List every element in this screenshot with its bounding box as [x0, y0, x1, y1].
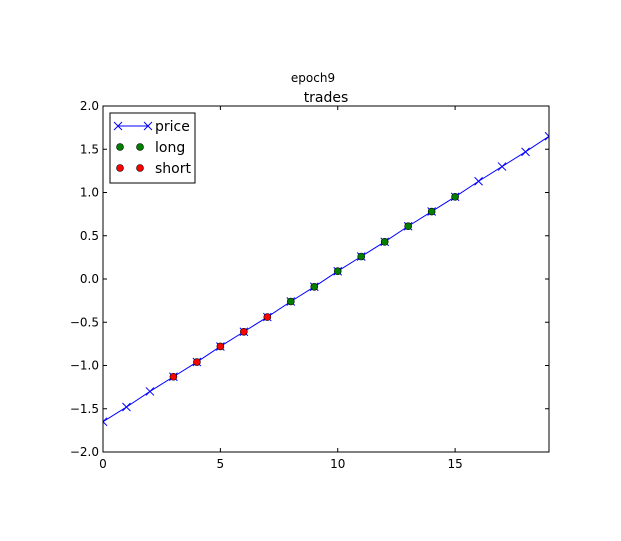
axes-layer: 0 5 10 15 2.0 1.5 1.0 0.5 0.0 −0.5 −1.0 −1.5 −2.0 [70, 99, 549, 471]
data-point-short [240, 327, 248, 336]
data-point-long [404, 222, 412, 231]
data-point-price [497, 162, 507, 171]
data-point-price [122, 402, 131, 412]
chart-title: trades [304, 90, 349, 106]
data-point-long [451, 193, 459, 201]
data-point-price-stroke [474, 176, 483, 186]
legend-marker-long [116, 143, 124, 151]
data-point-long [310, 282, 319, 291]
legend: price long short [109, 112, 196, 184]
data-point-long [357, 252, 366, 261]
y-tick-label: 0.5 [80, 229, 99, 243]
x-tick-label: 10 [330, 457, 345, 471]
y-tick-label: −2.0 [70, 445, 99, 459]
figure-suptitle: epoch9 [291, 71, 335, 85]
y-tick-label: −1.0 [70, 359, 99, 373]
legend-marker-short [136, 164, 144, 172]
data-point-price-stroke [103, 417, 108, 423]
x-tick-label: 15 [447, 457, 462, 471]
data-point-price [103, 417, 108, 427]
legend-marker-price-stroke [113, 121, 123, 131]
data-point-long [286, 297, 295, 306]
data-point-price [145, 387, 155, 396]
data-point-long [333, 267, 342, 276]
data-point-short [216, 342, 225, 351]
series-layer [103, 131, 549, 427]
legend-label-short: short [155, 161, 191, 177]
data-point-long [427, 207, 436, 216]
y-tick-label: 1.5 [80, 142, 99, 156]
legend-marker-long [136, 143, 144, 151]
data-point-price-stroke [122, 402, 131, 412]
data-point-short [263, 313, 272, 321]
legend-marker-price [113, 121, 123, 131]
data-point-price-stroke [544, 135, 549, 141]
series-line-price [103, 135, 549, 423]
data-point-price [544, 131, 549, 141]
legend-box [109, 112, 196, 184]
legend-marker-short [116, 164, 124, 172]
y-tick-label: 0.0 [80, 272, 99, 286]
data-point-price-stroke [544, 131, 549, 137]
legend-marker-price-stroke [143, 121, 153, 131]
legend-label-long: long [155, 140, 185, 156]
x-tick-label: 5 [217, 457, 225, 471]
data-point-long [380, 238, 389, 246]
data-point-price-stroke [521, 147, 530, 157]
data-point-price [521, 147, 530, 157]
x-tick-label: 0 [99, 457, 107, 471]
data-point-price-stroke [103, 421, 108, 427]
data-point-short [193, 358, 201, 366]
y-tick-label: −0.5 [70, 315, 99, 329]
data-point-short [169, 372, 178, 381]
data-point-price [474, 176, 483, 186]
y-tick-label: 1.0 [80, 186, 99, 200]
y-tick-label: 2.0 [80, 99, 99, 113]
data-point-price-stroke [145, 387, 155, 396]
y-tick-label: −1.5 [70, 402, 99, 416]
legend-marker-price [143, 121, 153, 131]
data-point-price-stroke [497, 162, 507, 171]
legend-label-price: price [155, 119, 190, 135]
